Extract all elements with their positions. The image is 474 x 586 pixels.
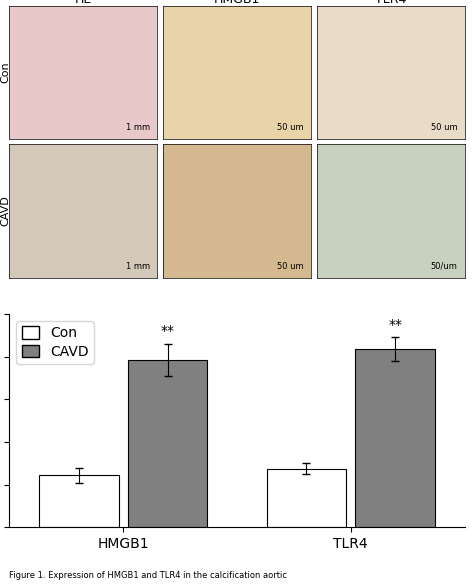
Title: HMGB1: HMGB1 [214, 0, 260, 6]
Bar [356, 349, 435, 527]
Text: 1 mm: 1 mm [126, 124, 150, 132]
Text: Figure 1. Expression of HMGB1 and TLR4 in the calcification aortic: Figure 1. Expression of HMGB1 and TLR4 i… [9, 571, 287, 580]
Bar [266, 469, 346, 527]
Text: 1 mm: 1 mm [126, 262, 150, 271]
Title: HE: HE [75, 0, 92, 6]
Title: TLR4: TLR4 [375, 0, 406, 6]
Y-axis label: CAVD: CAVD [0, 196, 10, 226]
Text: 50 um: 50 um [277, 262, 303, 271]
Text: 50/um: 50/um [430, 262, 457, 271]
Text: 50 um: 50 um [277, 124, 303, 132]
Text: 50 um: 50 um [430, 124, 457, 132]
Legend: Con, CAVD: Con, CAVD [17, 321, 94, 364]
Bar [39, 475, 118, 527]
Text: **: ** [388, 318, 402, 332]
Y-axis label: Con: Con [0, 62, 10, 83]
Bar [128, 360, 208, 527]
Text: **: ** [161, 325, 174, 339]
